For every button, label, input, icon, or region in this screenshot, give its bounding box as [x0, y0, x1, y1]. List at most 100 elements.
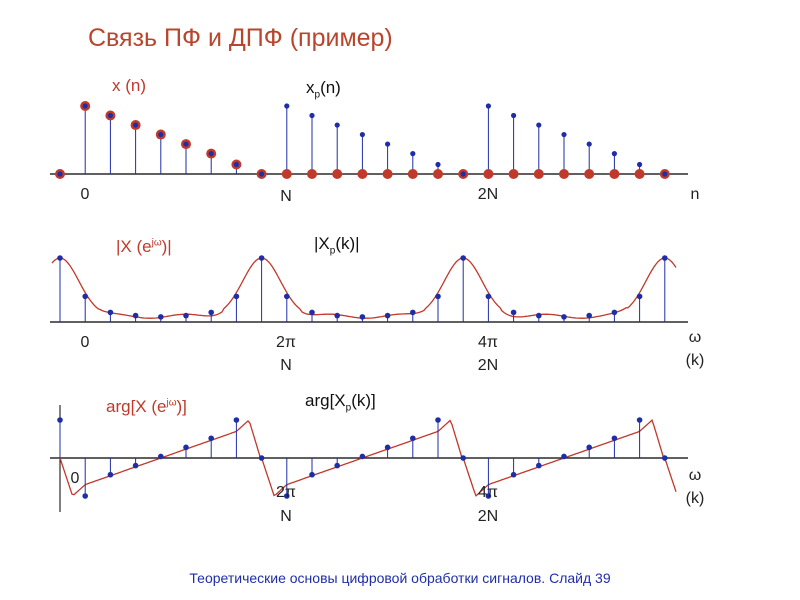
magnitude-sample-point	[132, 312, 139, 319]
magnitude-sample-point	[636, 293, 643, 300]
magnitude-sample-point	[611, 309, 618, 316]
tick-p3-4pi: 4π	[478, 484, 498, 501]
xp-sample-point	[133, 122, 139, 128]
phase-sample-point	[611, 435, 618, 442]
phase-sample-point	[258, 455, 265, 461]
xp-sample-point	[208, 151, 214, 157]
phase-sample-point	[460, 455, 467, 461]
x-sample-marker	[508, 169, 519, 179]
label-argXp-sub: p	[345, 402, 352, 414]
magnitude-sample-point	[435, 293, 441, 300]
magnitude-sample-point	[82, 293, 88, 300]
xp-sample-point	[57, 171, 63, 177]
tick-p2-N: N	[280, 357, 292, 374]
label-argXp-post: (k)]	[351, 391, 376, 410]
xp-sample-point	[309, 112, 315, 119]
phase-sample-point	[233, 417, 240, 423]
xp-sample-point	[485, 103, 491, 109]
xp-sample-point	[586, 141, 592, 147]
phase-sample-point	[57, 417, 63, 423]
label-xp-main: x	[306, 78, 315, 97]
phase-sample-point	[435, 417, 441, 423]
xp-sample-point	[259, 171, 265, 177]
magnitude-sample-point	[284, 293, 290, 300]
slide-footer: Теоретические основы цифровой обработки …	[0, 570, 800, 586]
xp-sample-point	[435, 161, 441, 168]
phase-sample-point	[586, 444, 592, 451]
xp-sample-point	[536, 122, 542, 128]
xp-sample-point	[460, 171, 466, 177]
label-magX-sup: jω	[151, 237, 162, 249]
footer-text: Теоретические основы цифровой обработки …	[189, 570, 546, 586]
magnitude-sample-point	[384, 312, 391, 319]
axis-label-n: n	[690, 186, 700, 203]
label-arg-X: arg[X (ejω)]	[106, 397, 187, 417]
tick-p3-2pi: 2π	[276, 484, 296, 501]
magnitude-sample-point	[662, 255, 668, 261]
label-magXp-post: (k)|	[335, 234, 360, 253]
phase-sample-point	[561, 453, 567, 460]
slide-title: Связь ПФ и ДПФ (пример)	[88, 24, 393, 52]
xp-sample-point	[611, 151, 618, 157]
x-sample-marker	[533, 169, 544, 179]
phase-sample-point	[334, 462, 341, 469]
x-sample-marker	[307, 169, 317, 179]
xp-sample-point	[82, 103, 88, 109]
phase-sample-point	[208, 435, 214, 442]
phase-sample-point	[359, 453, 366, 460]
x-sample-marker	[357, 169, 368, 179]
magnitude-sample-point	[258, 255, 265, 261]
x-sample-marker	[483, 169, 494, 179]
tick-p3-N: N	[280, 508, 292, 525]
magnitude-sample-point	[57, 255, 63, 261]
tick-p2-2N: 2N	[477, 357, 499, 374]
phase-sample-point	[662, 455, 668, 461]
magnitude-sample-point	[233, 293, 240, 300]
x-sample-marker	[281, 169, 292, 179]
x-sample-marker	[382, 169, 393, 179]
magnitude-sample-point	[586, 312, 592, 319]
label-xp-arg: (n)	[320, 78, 341, 97]
x-sample-marker	[609, 169, 620, 179]
phase-sample-point	[284, 493, 290, 499]
xp-sample-point	[385, 141, 391, 147]
label-magnitude-X: |X (ejω)|	[116, 237, 172, 257]
label-magXp-sub: p	[329, 245, 336, 257]
xp-sample-point	[637, 161, 643, 168]
footer-slide-number: 39	[595, 570, 611, 586]
xp-sample-point	[158, 131, 164, 138]
tick-2N: 2N	[477, 186, 499, 203]
magnitude-sample-point	[208, 309, 214, 316]
xp-sample-point	[561, 131, 567, 138]
x-sample-marker	[433, 169, 443, 179]
tick-p3-2N: 2N	[477, 508, 499, 525]
footer-slide-word: Слайд	[549, 570, 592, 586]
xp-sample-point	[107, 112, 113, 119]
phase-sample-point	[636, 417, 643, 423]
xp-sample-point	[662, 171, 668, 177]
phase-sample-point	[82, 493, 88, 499]
magnitude-sample-point	[158, 314, 164, 320]
label-x-n: x (n)	[112, 76, 146, 95]
x-sample-marker	[634, 169, 645, 179]
xp-sample-point	[510, 112, 517, 119]
x-sample-marker	[407, 169, 418, 179]
phase-sample-point	[510, 471, 517, 478]
magnitude-sample-point	[410, 309, 416, 316]
phase-sample-point	[107, 471, 114, 478]
x-sample-marker	[559, 169, 569, 179]
tick-p2-2pi: 2π	[276, 334, 296, 351]
phase-sample-point	[132, 462, 139, 469]
label-argX-post: )]	[176, 397, 187, 416]
magnitude-sample-point	[334, 312, 341, 319]
magnitude-sample-point	[183, 312, 189, 319]
magnitude-sample-point	[309, 309, 315, 316]
magnitude-curve	[51, 257, 677, 319]
x-sample-marker	[332, 169, 343, 179]
x-sample-marker	[584, 169, 595, 179]
label-xp-sub: p	[314, 89, 321, 101]
magnitude-sample-point	[510, 309, 517, 316]
label-magX-pre: |X (e	[116, 237, 152, 256]
magnitude-sample-point	[561, 314, 567, 320]
